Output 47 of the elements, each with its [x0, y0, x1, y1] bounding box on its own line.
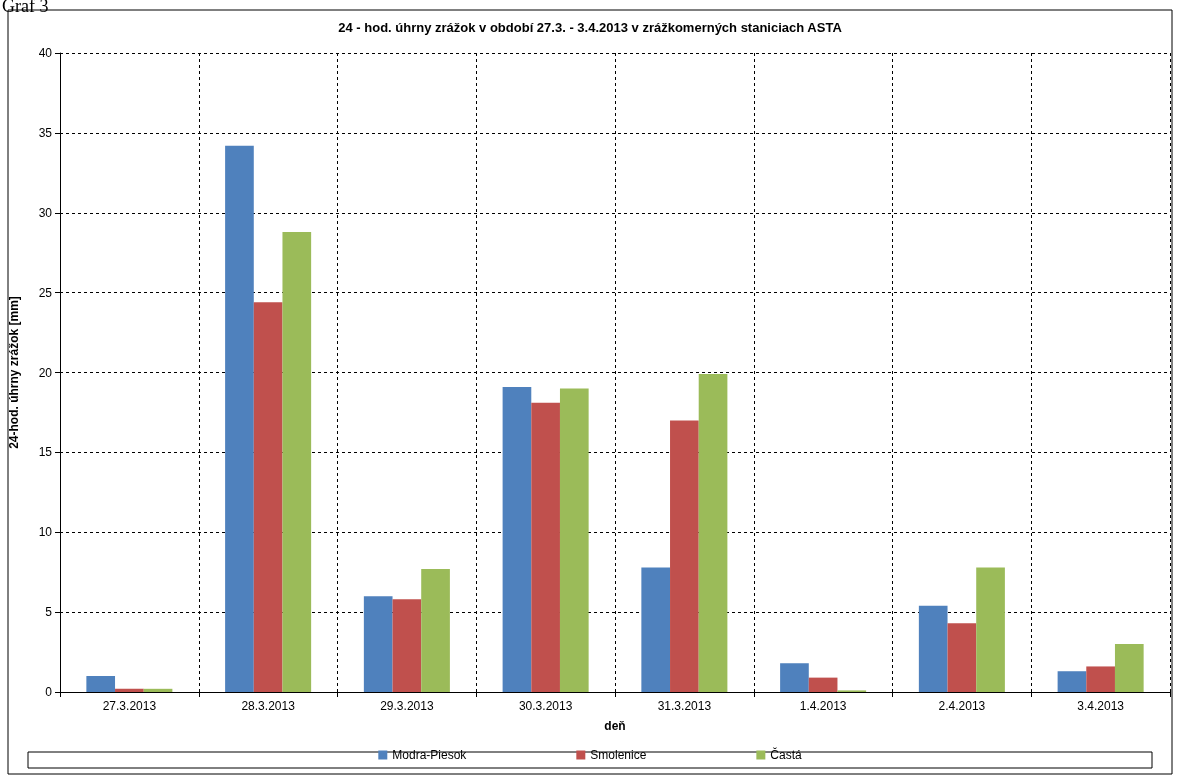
x-axis-title: deň — [604, 719, 626, 733]
x-tick-label: 28.3.2013 — [241, 699, 296, 713]
bar — [363, 596, 393, 692]
bar — [808, 677, 838, 692]
x-tick-label: 27.3.2013 — [102, 699, 157, 713]
bar — [947, 623, 977, 692]
y-tick-label: 15 — [38, 445, 53, 460]
x-tick-label: 1.4.2013 — [799, 699, 847, 713]
bar — [976, 567, 1005, 692]
bar — [421, 568, 450, 692]
bar — [780, 663, 809, 692]
x-tick-label: 30.3.2013 — [518, 699, 573, 713]
y-tick-label: 30 — [38, 205, 53, 220]
text: Graf 3 — [2, 0, 49, 16]
bar — [698, 374, 728, 692]
bar — [1114, 644, 1144, 692]
bar — [1086, 666, 1115, 692]
bar — [531, 402, 560, 692]
legend-label: Modra-Piesok — [392, 748, 468, 762]
bar — [641, 567, 671, 692]
y-tick-label: 35 — [38, 125, 53, 140]
y-tick-label: 0 — [45, 685, 53, 699]
legend-label: Častá — [770, 747, 803, 762]
x-tick-label: 31.3.2013 — [657, 699, 712, 713]
x-tick-label: 2.4.2013 — [938, 699, 986, 713]
y-axis-title: 24-hod. úhrny zrážok [mm] — [7, 296, 21, 449]
bar — [115, 688, 144, 692]
chart-title: 24 - hod. úhrny zrážok v období 27.3. - 3.4.2013 v zrážkomerných staniciach ASTA — [338, 20, 843, 35]
bar — [253, 302, 283, 692]
bar — [225, 145, 254, 692]
bar — [1057, 671, 1087, 692]
bar — [86, 676, 116, 692]
bar — [670, 420, 699, 692]
x-tick-label: 29.3.2013 — [380, 699, 434, 713]
y-tick-label: 25 — [38, 285, 53, 300]
bar — [282, 231, 312, 692]
y-tick-label: 40 — [38, 46, 53, 60]
bar — [918, 605, 948, 692]
y-tick-label: 10 — [38, 525, 53, 540]
bar — [392, 599, 422, 692]
y-tick-label: 20 — [38, 365, 53, 380]
x-tick-label: 3.4.2013 — [1077, 699, 1125, 713]
y-tick-label: 5 — [45, 605, 53, 620]
bar — [502, 386, 532, 692]
bar — [143, 688, 173, 692]
bar — [559, 388, 589, 692]
legend-label: Smolenice — [590, 748, 647, 762]
